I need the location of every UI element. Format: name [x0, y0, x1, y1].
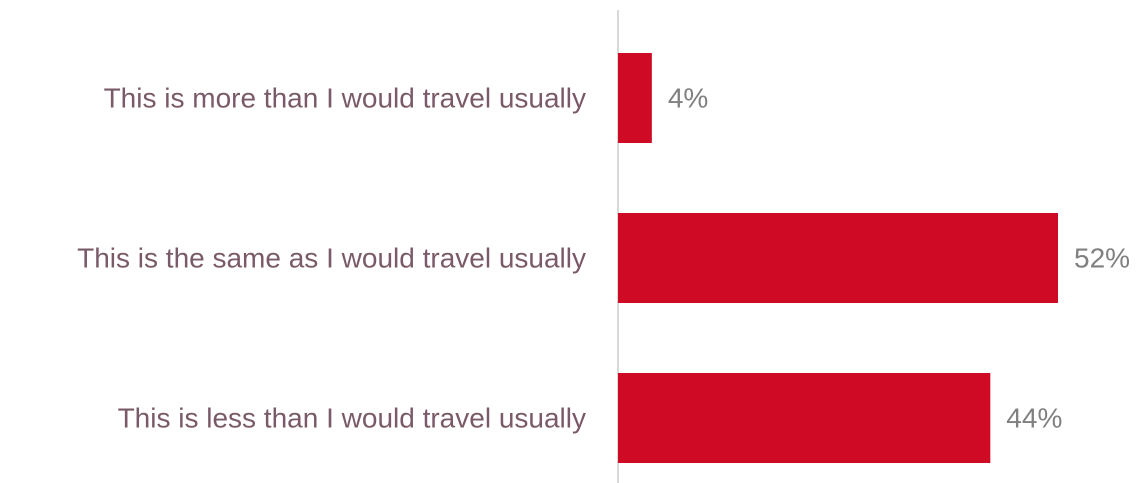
value-label-1: 4%	[668, 83, 708, 114]
bar-3	[618, 373, 991, 463]
category-label-2: This is the same as I would travel usual…	[77, 243, 586, 274]
value-label-2: 52%	[1074, 243, 1130, 274]
bar-1	[618, 53, 652, 143]
bar-2	[618, 213, 1058, 303]
value-label-3: 44%	[1006, 403, 1062, 434]
category-label-1: This is more than I would travel usually	[104, 83, 586, 114]
bars-group: This is more than I would travel usually…	[77, 53, 1130, 463]
category-label-3: This is less than I would travel usually	[118, 403, 586, 434]
